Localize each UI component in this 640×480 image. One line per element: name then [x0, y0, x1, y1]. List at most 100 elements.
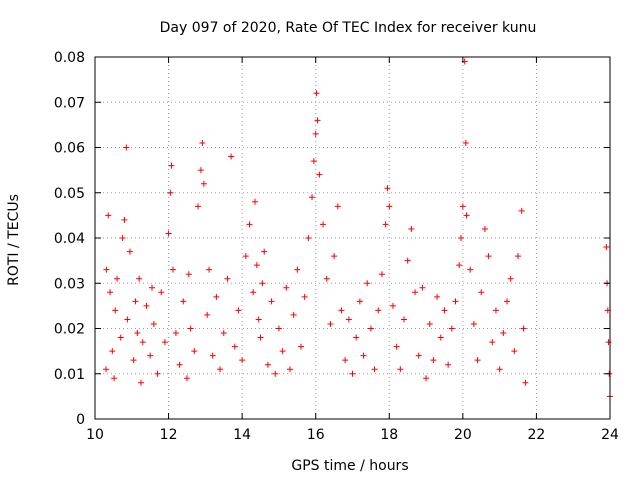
data-point — [283, 284, 290, 291]
data-point — [353, 334, 360, 341]
data-point — [112, 307, 119, 314]
data-point — [167, 189, 174, 196]
data-point — [378, 271, 385, 278]
data-point — [463, 212, 470, 219]
data-point — [286, 366, 293, 373]
data-point — [462, 139, 469, 146]
data-point — [408, 225, 415, 232]
data-point — [107, 289, 114, 296]
data-point — [154, 370, 161, 377]
data-point — [448, 325, 455, 332]
data-point — [105, 212, 112, 219]
data-point — [459, 203, 466, 210]
data-point — [298, 343, 304, 350]
data-point — [250, 289, 257, 296]
data-point — [209, 352, 216, 359]
data-point — [467, 266, 474, 273]
data-point — [199, 139, 206, 146]
data-point — [257, 334, 264, 341]
data-point — [235, 307, 242, 314]
data-point — [191, 348, 198, 355]
x-axis-label: GPS time / hours — [291, 458, 408, 474]
data-point — [342, 357, 349, 364]
data-point — [259, 280, 266, 287]
y-tick-label: 0 — [76, 412, 85, 428]
data-point — [375, 307, 382, 314]
data-point — [496, 366, 503, 373]
data-point — [367, 325, 374, 332]
data-point — [255, 316, 262, 323]
data-point — [231, 343, 238, 350]
data-point — [109, 348, 116, 355]
data-point — [412, 289, 419, 296]
y-tick-label: 0.01 — [54, 367, 85, 383]
data-point — [197, 167, 204, 174]
data-point — [481, 225, 488, 232]
data-point — [246, 221, 253, 228]
data-point — [441, 307, 448, 314]
data-point — [139, 339, 146, 346]
data-point — [290, 311, 297, 318]
data-point — [397, 366, 404, 373]
data-point — [123, 144, 130, 151]
data-point — [119, 235, 126, 241]
data-point — [294, 266, 301, 273]
data-point — [470, 320, 477, 327]
data-point — [492, 307, 499, 314]
data-point — [489, 339, 496, 346]
data-point — [393, 343, 400, 350]
data-point — [500, 330, 507, 337]
x-tick-label: 24 — [601, 427, 619, 443]
data-point — [103, 366, 110, 373]
data-point — [518, 207, 525, 214]
data-point — [603, 244, 610, 251]
data-point — [176, 361, 183, 368]
y-tick-label: 0.06 — [54, 141, 85, 157]
data-point — [364, 280, 371, 287]
data-point — [404, 257, 411, 264]
x-tick-label: 20 — [454, 427, 472, 443]
data-point — [345, 316, 352, 323]
data-point — [268, 298, 275, 305]
data-point — [520, 325, 527, 332]
data-point — [134, 330, 141, 337]
data-point — [161, 339, 168, 346]
data-point — [272, 370, 279, 377]
data-point — [415, 352, 422, 359]
data-point — [445, 361, 452, 368]
data-point — [437, 334, 444, 341]
data-point — [132, 298, 139, 305]
data-point — [252, 198, 259, 205]
data-point — [206, 266, 213, 273]
data-point — [389, 302, 396, 309]
data-point — [275, 325, 282, 332]
data-point — [130, 357, 137, 364]
data-point — [313, 90, 320, 97]
y-axis-label: ROTI / TECUs — [6, 194, 22, 286]
data-point — [349, 370, 356, 377]
data-point — [172, 330, 179, 337]
data-point — [338, 307, 345, 314]
data-point — [213, 293, 220, 300]
data-point — [458, 235, 465, 241]
data-point — [149, 284, 156, 291]
data-point — [522, 379, 529, 386]
data-point — [143, 302, 150, 309]
data-point — [504, 298, 510, 305]
y-tick-label: 0.03 — [54, 276, 85, 292]
data-point — [478, 289, 485, 296]
data-point — [158, 289, 165, 296]
data-point — [165, 230, 172, 237]
data-point — [187, 325, 194, 332]
data-point — [180, 298, 187, 305]
data-point — [264, 361, 271, 368]
data-point — [426, 320, 433, 327]
data-point — [312, 130, 319, 137]
y-tick-label: 0.07 — [54, 95, 85, 111]
data-point — [507, 275, 514, 282]
data-point — [430, 357, 437, 364]
data-point — [117, 334, 124, 341]
data-point — [386, 203, 393, 210]
data-point — [401, 316, 407, 323]
data-point — [456, 262, 463, 269]
